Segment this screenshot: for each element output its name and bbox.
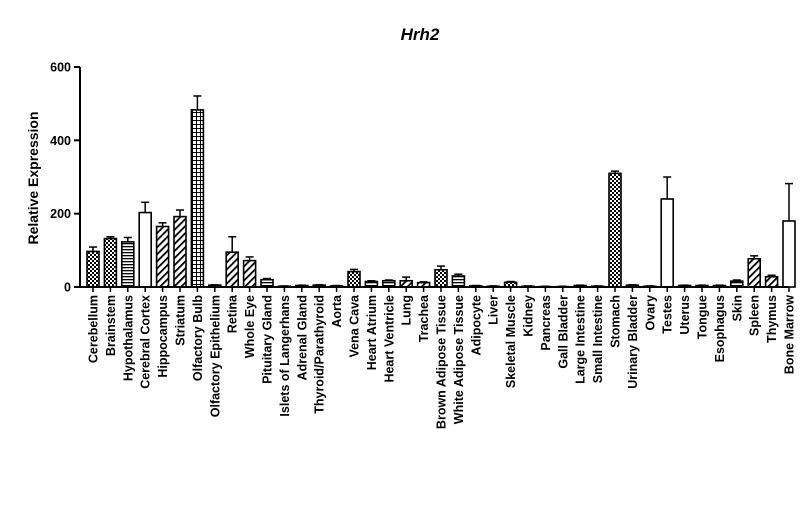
bar	[782, 220, 796, 288]
x-category-label: Ovary	[643, 295, 657, 330]
x-category-label: Hypothalamus	[121, 295, 135, 381]
bar	[260, 278, 274, 288]
x-category-label: White Adipose Tissue	[452, 295, 466, 424]
x-category-label: Bone Marrow	[783, 295, 797, 374]
bar	[138, 211, 152, 288]
x-category-label: Hippocampus	[156, 295, 170, 378]
y-tick-label: 0	[64, 281, 71, 295]
bar	[660, 198, 675, 288]
y-axis-label: Relative Expression	[25, 111, 41, 244]
x-category-label: Esophagus	[713, 295, 727, 362]
x-category-label: Brainstem	[104, 295, 118, 356]
chart-title: Hrh2	[401, 25, 440, 44]
y-tick-label: 400	[50, 134, 71, 148]
bar	[190, 109, 205, 288]
bar	[434, 268, 448, 288]
x-category-label: Vena Cava	[348, 294, 362, 358]
x-category-label: Lung	[400, 295, 414, 326]
x-category-label: Uterus	[678, 295, 692, 335]
x-category-label: Gall Bladder	[556, 295, 570, 369]
x-category-label: Pancreas	[539, 295, 553, 351]
x-category-label: Olfactory Epithelium	[208, 295, 222, 417]
x-category-label: Trachea	[417, 294, 431, 342]
x-category-label: Skin	[730, 295, 744, 321]
x-category-label: Liver	[487, 295, 501, 325]
x-category-label: Brown Adipose Tissue	[435, 295, 449, 429]
x-axis: Cerebellum Brainstem Hypothalamus Cerebral …	[80, 286, 797, 429]
x-category-label: Spleen	[748, 295, 762, 336]
x-category-label: Thymus	[765, 295, 779, 343]
x-category-label: Skeletal Muscle	[504, 295, 518, 388]
x-category-label: Cerebellum	[87, 295, 101, 363]
x-category-label: Thyroid/Parathyroid	[313, 295, 327, 414]
x-category-label: Olfactory Bulb	[191, 295, 205, 381]
x-category-label: Small Intestine	[591, 295, 605, 383]
x-category-label: Large Intestine	[574, 295, 588, 384]
y-axis: 0 200 400 600	[50, 61, 81, 295]
x-category-label: Adipocyte	[469, 295, 483, 355]
x-category-label: Urinary Bladder	[626, 295, 640, 389]
x-category-label: Whole Eye	[243, 295, 257, 358]
bar	[347, 270, 361, 288]
bar	[121, 241, 135, 288]
x-category-label: Heart Atrium	[365, 295, 379, 370]
bar	[173, 215, 187, 288]
bar	[764, 275, 779, 288]
x-category-label: Adrenal Gland	[295, 295, 309, 380]
bar	[225, 251, 239, 288]
x-category-label: Stomach	[609, 295, 623, 348]
x-category-label: Cerebral Cortex	[139, 295, 153, 389]
bar	[608, 172, 622, 288]
x-category-label: Islets of Langerhans	[278, 295, 292, 417]
bars-group	[86, 95, 796, 288]
y-tick-label: 200	[50, 207, 71, 221]
bar	[747, 257, 762, 288]
x-category-label: Kidney	[522, 295, 536, 337]
x-category-label: Aorta	[330, 294, 344, 328]
bar	[242, 259, 257, 288]
x-category-label: Heart Ventricle	[382, 295, 396, 383]
bar	[451, 275, 466, 288]
bar	[103, 237, 118, 288]
x-category-label: Pituitary Gland	[261, 295, 275, 384]
x-category-label: Retina	[226, 294, 240, 333]
y-tick-label: 600	[50, 61, 71, 75]
x-category-label: Tongue	[696, 295, 710, 339]
bar	[86, 250, 100, 288]
x-category-label: Striatum	[174, 295, 188, 346]
x-category-label: Testes	[661, 295, 675, 334]
bar	[155, 225, 170, 288]
